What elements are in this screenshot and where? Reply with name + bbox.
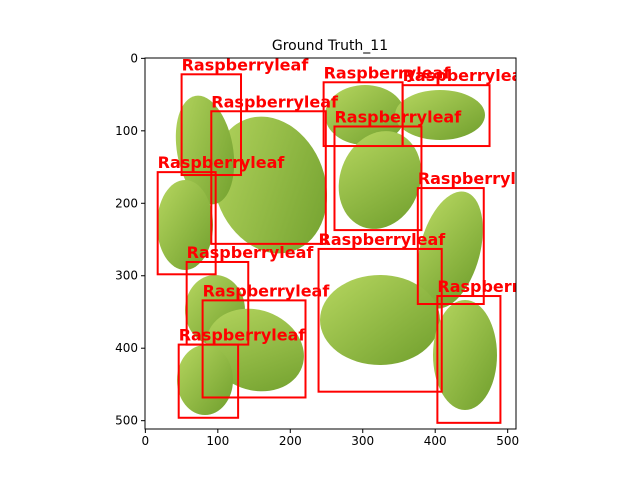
- y-tick-label: 200: [115, 196, 138, 210]
- box-label: Raspberryleaf: [158, 153, 286, 172]
- box-label: Raspberryleaf: [324, 63, 452, 82]
- bounding-box: [333, 125, 423, 232]
- bounding-box: [210, 110, 327, 245]
- bounding-box: [317, 247, 443, 393]
- x-tick-label: 0: [142, 434, 150, 448]
- bounding-box: [201, 299, 307, 399]
- axes-frame: [144, 57, 517, 430]
- bounding-box: [416, 187, 485, 306]
- y-tick-label: 400: [115, 341, 138, 355]
- chart-title: Ground Truth_11: [272, 38, 388, 54]
- y-tick-label: 500: [115, 414, 138, 428]
- x-tick-label: 500: [496, 434, 519, 448]
- y-tick-label: 0: [130, 51, 138, 65]
- box-label: Raspberryleaf: [211, 92, 339, 111]
- annotations: RaspberryleafRaspberryleafRaspberryleafR…: [156, 55, 565, 424]
- y-tick-label: 300: [115, 269, 138, 283]
- box-label: Raspberryleaf: [334, 107, 462, 126]
- bounding-box: [177, 343, 240, 419]
- box-label: Raspberryleaf: [179, 326, 307, 345]
- box-label: Raspberryleaf: [319, 230, 447, 249]
- x-tick-label: 100: [206, 434, 229, 448]
- bounding-box: [401, 84, 491, 148]
- box-label: Raspberryleaf: [403, 66, 531, 85]
- x-tick-label: 400: [424, 434, 447, 448]
- x-tick-label: 300: [351, 434, 374, 448]
- box-label: Raspberryleaf: [187, 243, 315, 262]
- y-tick-label: 100: [115, 124, 138, 138]
- box-label: Raspberryleaf: [437, 277, 565, 296]
- bounding-box: [436, 295, 502, 424]
- box-label: Raspberryleaf: [182, 55, 310, 74]
- box-label: Raspberryleaf: [203, 281, 331, 300]
- box-label: Raspberryleaf: [418, 169, 546, 188]
- x-tick-label: 200: [279, 434, 302, 448]
